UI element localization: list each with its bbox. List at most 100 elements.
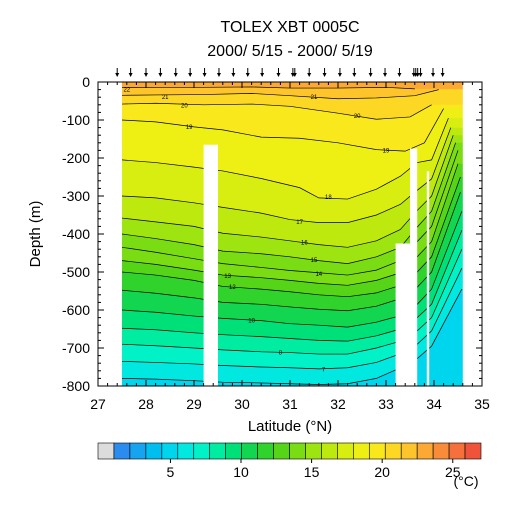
isotherm-22 xyxy=(121,86,415,90)
station-arrow-7 xyxy=(216,73,221,77)
x-tick-label: 28 xyxy=(138,396,154,412)
isotherm-21 xyxy=(121,89,439,100)
isotherm-label-14: 14 xyxy=(315,272,322,278)
data-gap-3 xyxy=(410,148,418,386)
station-arrow-18 xyxy=(368,73,373,77)
y-tick-label: -800 xyxy=(62,378,90,394)
y-axis-label: Depth (m) xyxy=(27,201,44,268)
station-arrow-19 xyxy=(383,73,388,77)
x-tick-label: 30 xyxy=(234,396,250,412)
isotherm-label-22: 22 xyxy=(123,88,130,94)
station-arrow-9 xyxy=(245,73,250,77)
isotherm-label-19: 19 xyxy=(383,148,390,154)
colorbar-swatch-7 xyxy=(209,442,226,460)
colorbar-swatch-16 xyxy=(353,442,370,460)
isotherm-label-12: 12 xyxy=(229,285,236,291)
isotherm-19 xyxy=(121,108,444,152)
station-arrow-1 xyxy=(128,73,133,77)
y-tick-label: -600 xyxy=(62,302,90,318)
colorbar-tick-label: 10 xyxy=(233,464,249,480)
isotherm-20 xyxy=(121,102,432,120)
x-axis: 27 28 29 30 31 32 33 34 35 xyxy=(90,82,490,412)
colorbar-tick-label: 5 xyxy=(167,464,175,480)
isotherm-label-18: 18 xyxy=(325,195,332,201)
station-arrow-2 xyxy=(144,73,148,77)
colorbar-swatch-8 xyxy=(225,442,242,460)
station-markers xyxy=(115,68,445,77)
station-arrow-0 xyxy=(115,73,120,77)
colorbar-tick-label: 20 xyxy=(374,464,390,480)
data-gap-4 xyxy=(426,171,430,386)
x-tick-label: 35 xyxy=(474,396,490,412)
colorbar-swatch-9 xyxy=(241,442,258,460)
x-tick-label: 29 xyxy=(186,396,202,412)
station-arrow-26 xyxy=(440,73,445,77)
station-arrow-24 xyxy=(418,73,423,77)
station-arrow-23 xyxy=(415,73,420,77)
station-arrow-10 xyxy=(260,73,265,77)
station-arrow-15 xyxy=(322,73,327,77)
y-tick-label: -400 xyxy=(62,226,90,242)
y-tick-label: -500 xyxy=(62,264,90,280)
station-arrow-16 xyxy=(337,73,342,77)
colorbar-tick-label: 15 xyxy=(304,464,320,480)
isotherm-label-16: 16 xyxy=(301,241,308,247)
colorbar-swatch-5 xyxy=(177,442,195,460)
data-gap-1 xyxy=(203,144,218,386)
band-below-8 xyxy=(98,249,482,386)
isotherm-label-15: 15 xyxy=(311,258,318,264)
colorbar-swatch-22 xyxy=(448,442,466,460)
colorbar-swatch-12 xyxy=(289,442,306,460)
colorbar-swatch-11 xyxy=(273,442,290,460)
isotherm-labels: 22 21 20 19 18 17 16 15 14 13 12 10 8 7 19 20 21 xyxy=(123,88,390,374)
y-tick-label: -700 xyxy=(62,340,90,356)
isotherm-label-21: 21 xyxy=(311,95,318,101)
y-tick-label: 0 xyxy=(82,74,90,90)
station-arrow-20 xyxy=(397,73,402,77)
colorbar-swatch-21 xyxy=(432,442,450,460)
temperature-field xyxy=(98,82,482,386)
isotherm-label-17: 17 xyxy=(296,220,303,226)
chart-title: TOLEX XBT 0005C xyxy=(220,19,359,36)
colorbar-swatch-17 xyxy=(368,442,386,460)
colorbar-swatch-13 xyxy=(305,442,322,460)
x-axis-label: Latitude (°N) xyxy=(248,418,332,435)
band-below-6 xyxy=(98,289,482,386)
x-tick-label: 31 xyxy=(282,396,298,412)
colorbar-swatch-2 xyxy=(129,442,147,460)
y-tick-label: -300 xyxy=(62,188,90,204)
x-tick-label: 32 xyxy=(330,396,346,412)
station-arrow-11 xyxy=(276,73,281,77)
station-arrow-3 xyxy=(158,73,163,77)
y-tick-label: -200 xyxy=(62,150,90,166)
isotherm-label-8: 8 xyxy=(279,351,283,357)
colorbar-tick-label: 25 xyxy=(445,464,461,480)
y-axis: 0 -100 -200 -300 -400 -500 -600 -700 -800 xyxy=(62,74,482,394)
y-tick-label: -100 xyxy=(62,112,90,128)
colorbar: 5 10 15 20 25 xyxy=(97,442,482,480)
colorbar-swatch-19 xyxy=(400,442,418,460)
isotherm-label-7: 7 xyxy=(322,367,326,373)
isotherm-label-20: 20 xyxy=(181,104,188,110)
station-arrow-25 xyxy=(431,73,436,77)
colorbar-swatch-1 xyxy=(113,442,131,460)
station-arrow-6 xyxy=(202,73,207,77)
colorbar-swatch-10 xyxy=(257,442,274,460)
station-arrow-8 xyxy=(231,73,236,77)
colorbar-swatch-23 xyxy=(464,442,482,460)
colorbar-swatch-14 xyxy=(321,442,338,460)
colorbar-unit: (°C) xyxy=(453,473,478,489)
station-arrow-13 xyxy=(292,73,297,77)
isotherm-label-20: 20 xyxy=(354,114,361,120)
data-gap-2 xyxy=(395,243,410,386)
station-arrow-5 xyxy=(188,73,193,77)
colorbar-swatch-0 xyxy=(97,442,115,460)
isotherm-label-10: 10 xyxy=(248,319,255,325)
station-arrow-17 xyxy=(352,73,357,77)
isotherm-label-21: 21 xyxy=(162,95,169,101)
chart-subtitle: 2000/ 5/15 - 2000/ 5/19 xyxy=(207,43,373,60)
station-arrow-4 xyxy=(173,73,178,77)
colorbar-swatch-20 xyxy=(416,442,434,460)
